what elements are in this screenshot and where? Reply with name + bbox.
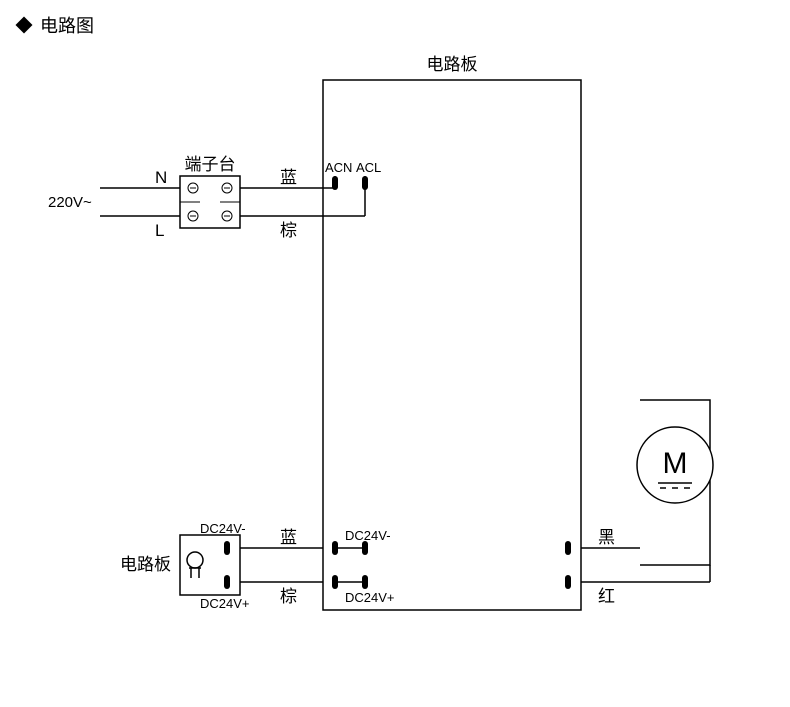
- voltage-label: 220V~: [48, 194, 92, 211]
- terminal-block-label: 端子台: [185, 155, 236, 174]
- small-circuit-board-label: 电路板: [120, 555, 171, 574]
- terminal-pin: [565, 541, 571, 555]
- red-label: 红: [598, 587, 615, 606]
- l-label: L: [155, 221, 164, 240]
- brown-label-2: 棕: [280, 587, 297, 606]
- dc24v-plus-left-label: DC24V+: [200, 596, 250, 611]
- dc24v-plus-right-label: DC24V+: [345, 590, 395, 605]
- circuit-diagram: 电路图 电路板 端子台 N L 220V~ 蓝: [0, 0, 790, 707]
- blue-label-1: 蓝: [280, 168, 297, 187]
- blue-label-2: 蓝: [280, 528, 297, 547]
- dc24v-minus-right-label: DC24V-: [345, 528, 391, 543]
- brown-label-1: 棕: [280, 221, 297, 240]
- terminal-pin-acl: [362, 176, 368, 190]
- terminal-pin: [224, 575, 230, 589]
- acn-label: ACN: [325, 160, 352, 175]
- main-circuit-board-label: 电路板: [427, 55, 478, 74]
- circuit-svg: 电路板 端子台 N L 220V~ 蓝 棕 ACN ACL: [0, 0, 790, 707]
- terminal-pin: [224, 541, 230, 555]
- terminal-pin: [565, 575, 571, 589]
- acl-label: ACL: [356, 160, 381, 175]
- dc24v-minus-left-label: DC24V-: [200, 521, 246, 536]
- black-label: 黑: [598, 528, 615, 547]
- terminal-pin-acn: [332, 176, 338, 190]
- motor-label: M: [663, 447, 688, 480]
- component-icon: [187, 552, 203, 568]
- n-label: N: [155, 168, 167, 187]
